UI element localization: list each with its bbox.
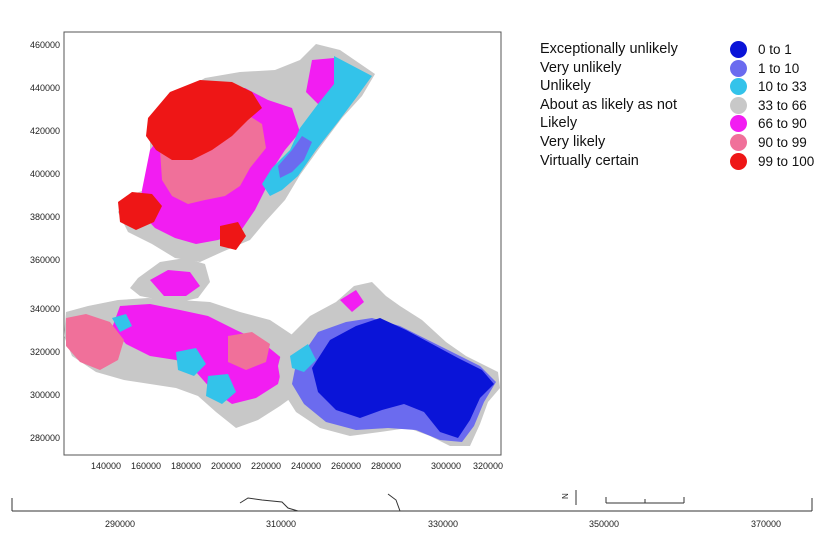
legend-swatch: [730, 133, 747, 151]
bottom-tick-label: 290000: [105, 519, 135, 529]
y-tick-label: 420000: [30, 126, 60, 136]
region-very-likely-sw-west: [66, 314, 124, 370]
x-tick-label: 160000: [131, 461, 161, 471]
legend-range: 90 to 99: [758, 134, 807, 150]
x-tick-label: 180000: [171, 461, 201, 471]
x-tick-label: 240000: [291, 461, 321, 471]
scale-bar: [605, 497, 685, 504]
y-tick-label: 440000: [30, 83, 60, 93]
region-unlikely-sw-1: [176, 348, 206, 376]
legend-range: 33 to 66: [758, 97, 807, 113]
coastline-fragment: [387, 493, 401, 512]
legend-swatch: [730, 96, 747, 114]
region-likely-neck: [150, 270, 200, 296]
probability-surface: [64, 44, 500, 446]
x-tick-label: 220000: [251, 461, 281, 471]
x-tick-label: 300000: [431, 461, 461, 471]
region-likely-se: [340, 290, 364, 312]
legend-description: Very unlikely: [540, 59, 622, 76]
legend-swatch: [730, 78, 747, 96]
bottom-tick-label: 310000: [266, 519, 296, 529]
bottom-tick-label: 350000: [589, 519, 619, 529]
region-unlikely-sw-3: [112, 314, 132, 332]
legend-swatch: [730, 152, 747, 170]
region-unlikely-sw-2: [206, 374, 236, 404]
y-tick-label: 300000: [30, 390, 60, 400]
legend-item: About as likely as not 33 to 66: [540, 96, 830, 115]
region-virtually-certain-center: [220, 222, 246, 250]
region-virtually-certain-nw: [146, 80, 262, 160]
legend-range: 66 to 90: [758, 116, 807, 132]
coastline-fragment: [239, 497, 299, 512]
north-arrow-label: N: [561, 493, 570, 499]
legend-range: 1 to 10: [758, 60, 800, 76]
region-very-unlikely-ne: [278, 136, 312, 178]
legend-item: Likely 66 to 90: [540, 114, 830, 133]
bottom-tick-label: 370000: [751, 519, 781, 529]
legend-description: Exceptionally unlikely: [540, 41, 678, 57]
y-tick-label: 360000: [30, 255, 60, 265]
legend: Exceptionally unlikely 0 to 1 Very unlik…: [540, 40, 830, 170]
legend-swatch: [730, 41, 747, 58]
region-virtually-certain-west: [118, 192, 162, 230]
legend-range: 99 to 100: [758, 153, 815, 169]
legend-description: Unlikely: [540, 78, 591, 95]
y-tick-label: 340000: [30, 304, 60, 314]
legend-description: Virtually certain: [540, 152, 639, 169]
x-tick-label: 320000: [473, 461, 503, 471]
y-tick-label: 320000: [30, 347, 60, 357]
legend-description: Very likely: [540, 133, 606, 150]
region-exceptionally-unlikely-se: [312, 318, 494, 438]
legend-description: Likely: [540, 115, 578, 132]
legend-description: About as likely as not: [540, 96, 678, 113]
bottom-tick-label: 330000: [428, 519, 458, 529]
bottom-axis: 290000 310000 330000 350000 370000 N: [11, 490, 813, 529]
x-tick-label: 200000: [211, 461, 241, 471]
x-axis: 140000 160000 180000 200000 220000 24000…: [91, 461, 503, 471]
y-axis: 460000 440000 420000 400000 380000 36000…: [30, 40, 60, 443]
x-tick-label: 140000: [91, 461, 121, 471]
legend-range: 0 to 1: [758, 42, 792, 57]
legend-range: 10 to 33: [758, 79, 807, 95]
x-tick-label: 280000: [371, 461, 401, 471]
y-tick-label: 280000: [30, 433, 60, 443]
legend-item: Unlikely 10 to 33: [540, 77, 830, 96]
region-unlikely-se: [290, 344, 316, 372]
y-tick-label: 380000: [30, 212, 60, 222]
legend-item: Very unlikely 1 to 10: [540, 59, 830, 78]
legend-swatch: [730, 115, 747, 133]
legend-swatch: [730, 59, 747, 77]
y-tick-label: 460000: [30, 40, 60, 50]
legend-item: Very likely 90 to 99: [540, 133, 830, 152]
x-tick-label: 260000: [331, 461, 361, 471]
legend-item: Virtually certain 99 to 100: [540, 152, 830, 171]
y-tick-label: 400000: [30, 169, 60, 179]
legend-item: Exceptionally unlikely 0 to 1: [540, 40, 830, 59]
region-very-likely-sw-center: [228, 332, 270, 370]
